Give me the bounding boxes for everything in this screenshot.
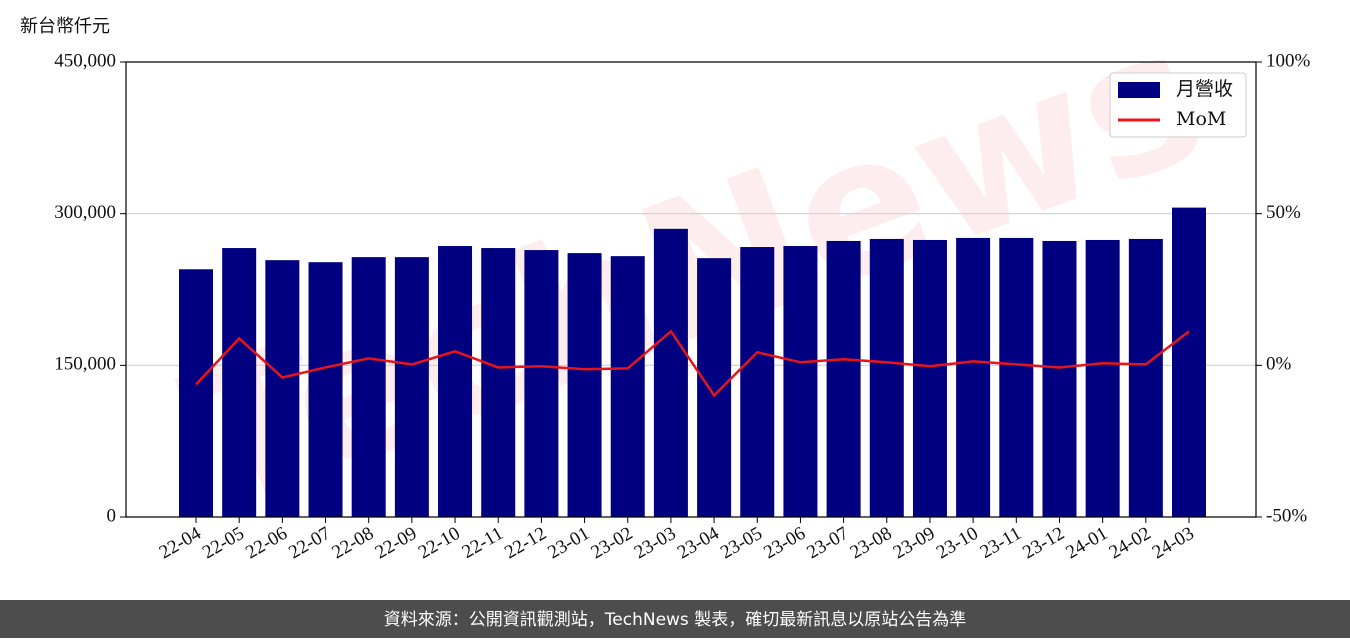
legend-label: MoM xyxy=(1176,108,1226,130)
bar xyxy=(653,228,688,518)
x-tick-label: 23-04 xyxy=(674,523,723,564)
legend-swatch xyxy=(1118,82,1160,98)
y-tick-label: 0 xyxy=(107,505,117,526)
bar xyxy=(438,246,473,517)
y2-tick-label: 50% xyxy=(1266,202,1301,223)
line xyxy=(195,329,1190,398)
footer-bar xyxy=(0,600,1350,638)
x-tick-label: 23-09 xyxy=(890,523,939,563)
x-tick-label: 23-02 xyxy=(588,523,637,563)
bar xyxy=(1085,239,1120,517)
x-tick-label: 22-11 xyxy=(459,523,507,563)
bar xyxy=(999,237,1034,517)
bar xyxy=(481,248,516,518)
x-tick-label: 23-06 xyxy=(760,523,809,563)
bar xyxy=(1172,207,1206,517)
x-tick-label: 23-10 xyxy=(933,523,982,563)
x-tick-label: 22-12 xyxy=(501,523,550,563)
x-tick-label: 22-04 xyxy=(156,523,205,564)
footer-text: 資料來源：公開資訊觀測站，TechNews 製表，確切最新訊息以原站公告為準 xyxy=(384,610,966,630)
bar xyxy=(1128,238,1163,517)
bar xyxy=(351,257,386,517)
x-tick-label: 22-08 xyxy=(328,523,377,563)
plot-frame xyxy=(125,61,1257,518)
bar xyxy=(308,262,343,517)
y2-tick-label: 100% xyxy=(1266,50,1311,71)
x-tick-label: 22-09 xyxy=(372,523,421,563)
x-tick-label: 24-03 xyxy=(1149,523,1198,563)
x-tick-label: 23-05 xyxy=(717,523,766,563)
bar xyxy=(956,237,991,517)
bar xyxy=(740,247,775,518)
bar xyxy=(222,248,257,518)
bar xyxy=(826,240,861,517)
bar xyxy=(912,239,947,517)
x-tick-label: 23-07 xyxy=(803,523,852,563)
bar xyxy=(394,257,429,517)
bar xyxy=(783,246,818,517)
bar xyxy=(697,258,732,517)
y-tick-label: 300,000 xyxy=(54,202,116,223)
y-axis-label: 新台幣仟元 xyxy=(20,16,110,37)
bar xyxy=(610,256,645,517)
x-tick-label: 23-01 xyxy=(544,523,593,563)
x-tick-label: 23-03 xyxy=(631,523,680,563)
x-tick-label: 24-02 xyxy=(1106,523,1155,563)
y-tick-label: 450,000 xyxy=(54,50,116,71)
bar xyxy=(869,238,904,517)
y2-tick-label: 0% xyxy=(1266,354,1292,375)
legend-label: 月營收 xyxy=(1176,78,1233,100)
bar xyxy=(524,250,559,518)
bar xyxy=(265,260,300,517)
y-tick-label: 150,000 xyxy=(54,354,116,375)
x-tick-label: 23-08 xyxy=(847,523,896,563)
x-tick-label: 23-11 xyxy=(977,523,1025,563)
x-tick-label: 22-10 xyxy=(415,523,464,563)
x-tick-label: 23-12 xyxy=(1019,523,1068,563)
bar xyxy=(179,269,213,517)
bar xyxy=(567,253,602,517)
x-tick-label: 22-05 xyxy=(199,523,248,563)
x-tick-label: 24-01 xyxy=(1062,523,1111,563)
bar xyxy=(1042,240,1077,517)
y2-tick-label: -50% xyxy=(1266,505,1307,526)
